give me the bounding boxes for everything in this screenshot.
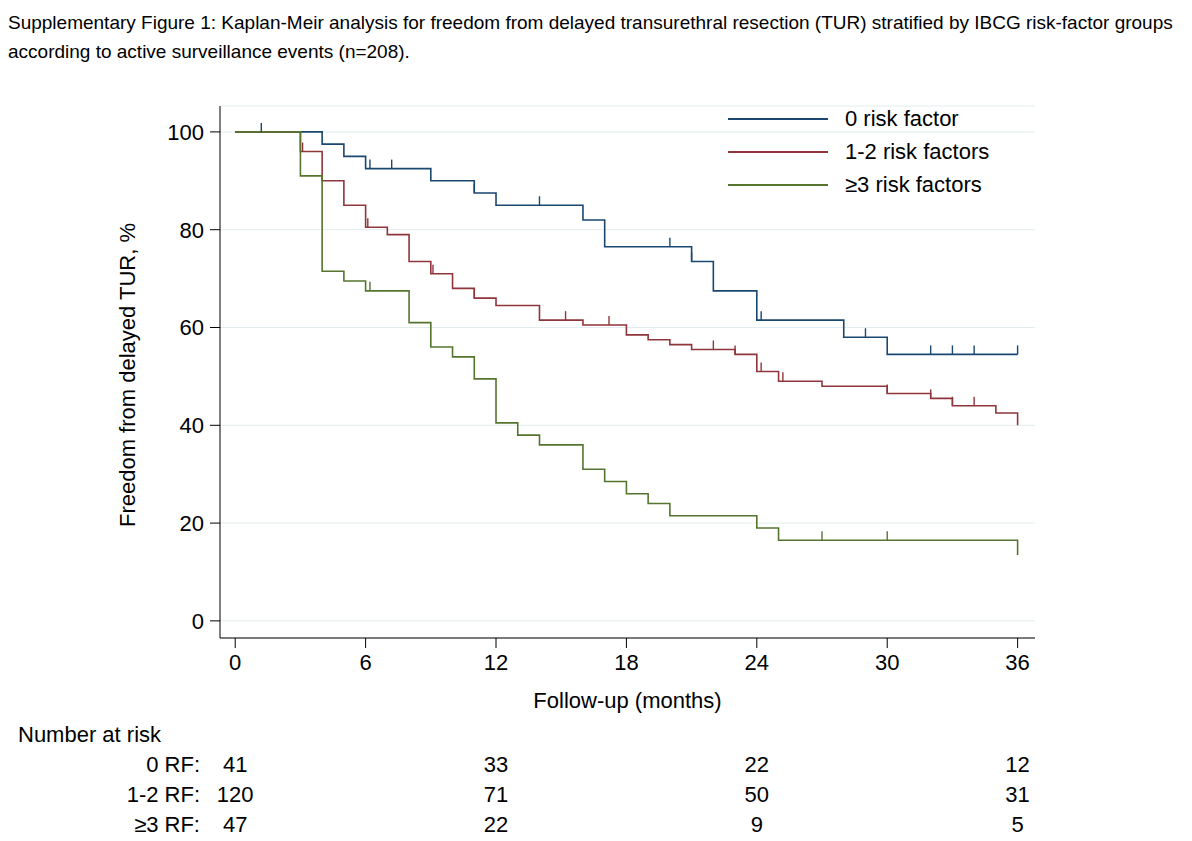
svg-text:0: 0	[229, 650, 241, 675]
html-text:22: 22	[483, 812, 509, 837]
svg-text:12: 12	[484, 650, 508, 675]
html-text:47: 47	[223, 812, 248, 837]
html-text:0 RF:: 0 RF:	[146, 752, 200, 777]
html-text:≥3 risk factors: ≥3 risk factors	[845, 171, 982, 197]
html-text:22: 22	[744, 752, 770, 777]
svg-text:Follow-up (months): Follow-up (months)	[533, 688, 721, 713]
html-text:41: 41	[223, 752, 248, 777]
html-text:71: 71	[483, 782, 509, 807]
html-text:12: 12	[1005, 752, 1030, 777]
html-text:33: 33	[483, 752, 509, 777]
html-text:Freedom from delayed TUR, %: Freedom from delayed TUR, %	[115, 223, 140, 527]
svg-text:40: 40	[180, 413, 204, 438]
html-text:1-2 risk factors: 1-2 risk factors	[845, 138, 990, 164]
svg-text:80: 80	[180, 218, 204, 243]
svg-text:36: 36	[1005, 650, 1029, 675]
svg-text:6: 6	[359, 650, 371, 675]
html-text:9: 9	[750, 812, 763, 837]
html-text:50: 50	[744, 782, 770, 807]
svg-text:0: 0	[192, 609, 204, 634]
html-text:5: 5	[1011, 812, 1024, 837]
html-text:≥3 RF:: ≥3 RF:	[134, 812, 200, 837]
html-text:31: 31	[1005, 782, 1030, 807]
svg-text:24: 24	[745, 650, 769, 675]
svg-text:20: 20	[180, 511, 204, 536]
html-text:0 risk factor: 0 risk factor	[845, 105, 959, 131]
svg-text:18: 18	[614, 650, 638, 675]
html-text:1-2 RF:: 1-2 RF:	[126, 782, 200, 807]
html-text:Number at risk: Number at risk	[18, 722, 161, 747]
svg-text:100: 100	[167, 120, 204, 145]
html-text:120: 120	[216, 782, 254, 807]
html-text:Supplementary Figure 1: Kaplan: Supplementary Figure 1: Kaplan-Meir anal…	[8, 12, 1173, 62]
svg-text:30: 30	[875, 650, 899, 675]
svg-text:60: 60	[180, 315, 204, 340]
